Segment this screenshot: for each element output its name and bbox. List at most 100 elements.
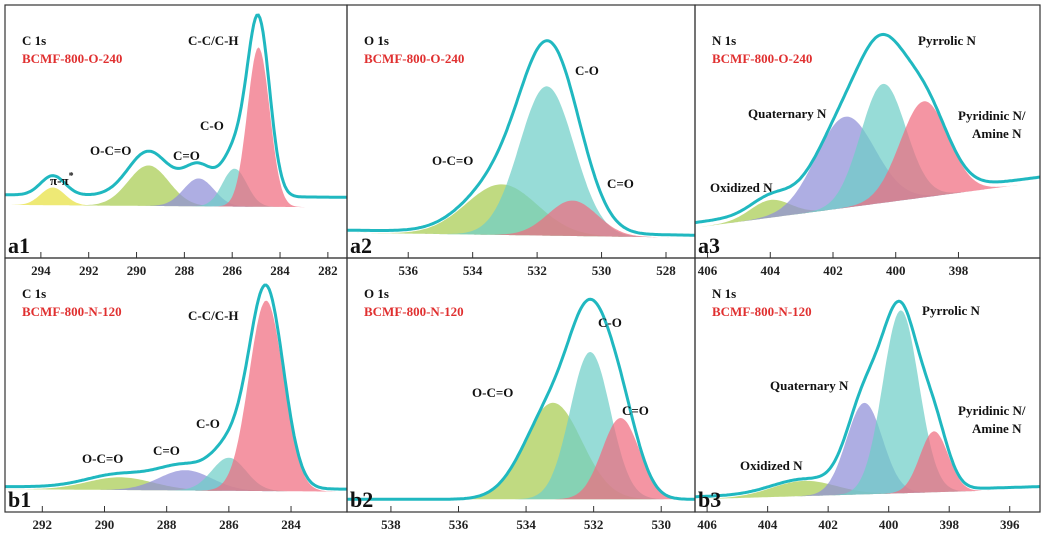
peak-annotation: C=O (173, 148, 200, 163)
sample-label: BCMF-800-N-120 (364, 304, 464, 319)
component-peak-c-o (347, 200, 695, 238)
panel-label: b1 (8, 487, 31, 512)
x-tick-label: 286 (222, 263, 242, 278)
component-peak-pyrrolic-n (695, 310, 1040, 500)
component-peak-c-c-c-h (5, 47, 347, 208)
core-level-label: O 1s (364, 286, 389, 301)
x-tick-label: 536 (449, 517, 469, 532)
component-peak-oxidized-n (695, 480, 1040, 500)
peak-annotation: C=O (622, 403, 649, 418)
component-peak-o-c-o (5, 477, 347, 492)
peak-annotation: Quaternary N (770, 378, 849, 393)
x-tick-label: 406 (697, 517, 717, 532)
component-peak-c-c-c-h (5, 300, 347, 492)
core-level-label: C 1s (22, 286, 46, 301)
peak-annotation: Pyridinic N/ (958, 403, 1026, 418)
peak-annotation: C-O (196, 416, 220, 431)
x-tick-label: 532 (584, 517, 604, 532)
peak-annotation: Pyrrolic N (922, 303, 980, 318)
peak-annotation: Amine N (972, 421, 1022, 436)
peak-annotation: Quaternary N (748, 106, 827, 121)
envelope-line (695, 299, 1040, 499)
peak-annotation: O-C=O (82, 451, 123, 466)
x-tick-label: 290 (95, 517, 115, 532)
envelope-line (5, 13, 347, 199)
peak-annotation: Oxidized N (710, 180, 773, 195)
panel-b3: 406 404 402 400 398 396 N 1s BCMF-800-N-120 b3 Ox… (694, 257, 1041, 532)
peak-annotation: C-C/C-H (188, 308, 239, 323)
sample-label: BCMF-800-O-240 (364, 51, 464, 66)
component-peak-pyrrolic-n (695, 83, 1040, 228)
peak-annotation: π-π* (50, 171, 74, 188)
peak-annotation: O-C=O (90, 143, 131, 158)
x-tick-label: 288 (175, 263, 195, 278)
x-tick-label: 398 (949, 263, 969, 278)
component-peak-pyridinic-n-amine-n (695, 101, 1040, 228)
x-tick-label: 284 (270, 263, 290, 278)
x-tick-label: 286 (219, 517, 239, 532)
panel-a1: 294 292 290 288 286 284 282 C 1s BCMF-800-O-240 a… (4, 4, 348, 278)
sample-label: BCMF-800-O-240 (712, 51, 812, 66)
panel-b2: 538 536 534 532 530 O 1s BCMF-800-N-120 b2 O-C=O… (346, 257, 696, 532)
peak-annotation: Oxidized N (740, 458, 803, 473)
component-peak-c-o (347, 86, 695, 238)
x-tick-label: 404 (761, 263, 781, 278)
x-tick-label: 538 (381, 517, 401, 532)
x-tick-label: 288 (157, 517, 177, 532)
peak-annotation: Pyridinic N/ (958, 108, 1026, 123)
peak-annotation: C=O (153, 443, 180, 458)
sample-label: BCMF-800-O-240 (22, 51, 122, 66)
panel-label: b2 (350, 487, 373, 512)
sample-label: BCMF-800-N-120 (22, 304, 122, 319)
x-tick-label: 398 (939, 517, 959, 532)
x-tick-label: 402 (818, 517, 838, 532)
peak-annotation: C-O (200, 118, 224, 133)
x-tick-label: 528 (656, 263, 676, 278)
panel-label: b3 (698, 487, 721, 512)
x-tick-label: 292 (79, 263, 99, 278)
peak-annotation: C-O (598, 315, 622, 330)
core-level-label: N 1s (712, 33, 736, 48)
panel-label: a1 (8, 233, 30, 258)
peak-annotation: C=O (607, 176, 634, 191)
core-level-label: N 1s (712, 286, 736, 301)
component-peak-pyridinic-n-amine-n (695, 431, 1040, 500)
x-tick-label: 282 (318, 263, 338, 278)
x-tick-label: 402 (823, 263, 843, 278)
core-level-label: O 1s (364, 33, 389, 48)
x-tick-label: 294 (31, 263, 51, 278)
component-peak-c-o (5, 470, 347, 492)
component-peak-c-o (347, 418, 695, 500)
x-tick-label: 404 (758, 517, 778, 532)
peak-annotation: O-C=O (432, 153, 473, 168)
x-tick-label: 532 (527, 263, 547, 278)
x-tick-label: 534 (516, 517, 536, 532)
core-level-label: C 1s (22, 33, 46, 48)
component-peak-c-o (5, 178, 347, 208)
x-tick-label: 530 (592, 263, 612, 278)
peak-annotation: C-O (575, 63, 599, 78)
peak-annotation: O-C=O (472, 385, 513, 400)
envelope-line (347, 39, 695, 237)
x-tick-label: 292 (33, 517, 53, 532)
panel-frame (694, 257, 1041, 513)
peak-annotation: Amine N (972, 126, 1022, 141)
envelope-line (347, 297, 695, 501)
panel-a3: 406 404 402 400 398 N 1s BCMF-800-O-240 a3 Oxidi… (694, 4, 1041, 278)
x-tick-label: 290 (127, 263, 147, 278)
x-tick-label: 400 (879, 517, 899, 532)
x-tick-label: 534 (463, 263, 483, 278)
x-tick-label: 530 (651, 517, 671, 532)
sample-label: BCMF-800-N-120 (712, 304, 812, 319)
panel-a2: 536 534 532 530 528 O 1s BCMF-800-O-240 a2 O-C=O… (346, 4, 696, 278)
superscript: * (69, 171, 74, 182)
envelope-line (694, 32, 1041, 225)
panel-b1: 292 290 288 286 284 C 1s BCMF-800-N-120 b1 O-C=O… (4, 257, 348, 532)
x-tick-label: 396 (1000, 517, 1020, 532)
panel-label: a2 (350, 233, 372, 258)
x-tick-label: 284 (281, 517, 301, 532)
peak-annotation: Pyrrolic N (918, 33, 976, 48)
envelope-line (5, 283, 347, 491)
x-tick-label: 400 (886, 263, 906, 278)
